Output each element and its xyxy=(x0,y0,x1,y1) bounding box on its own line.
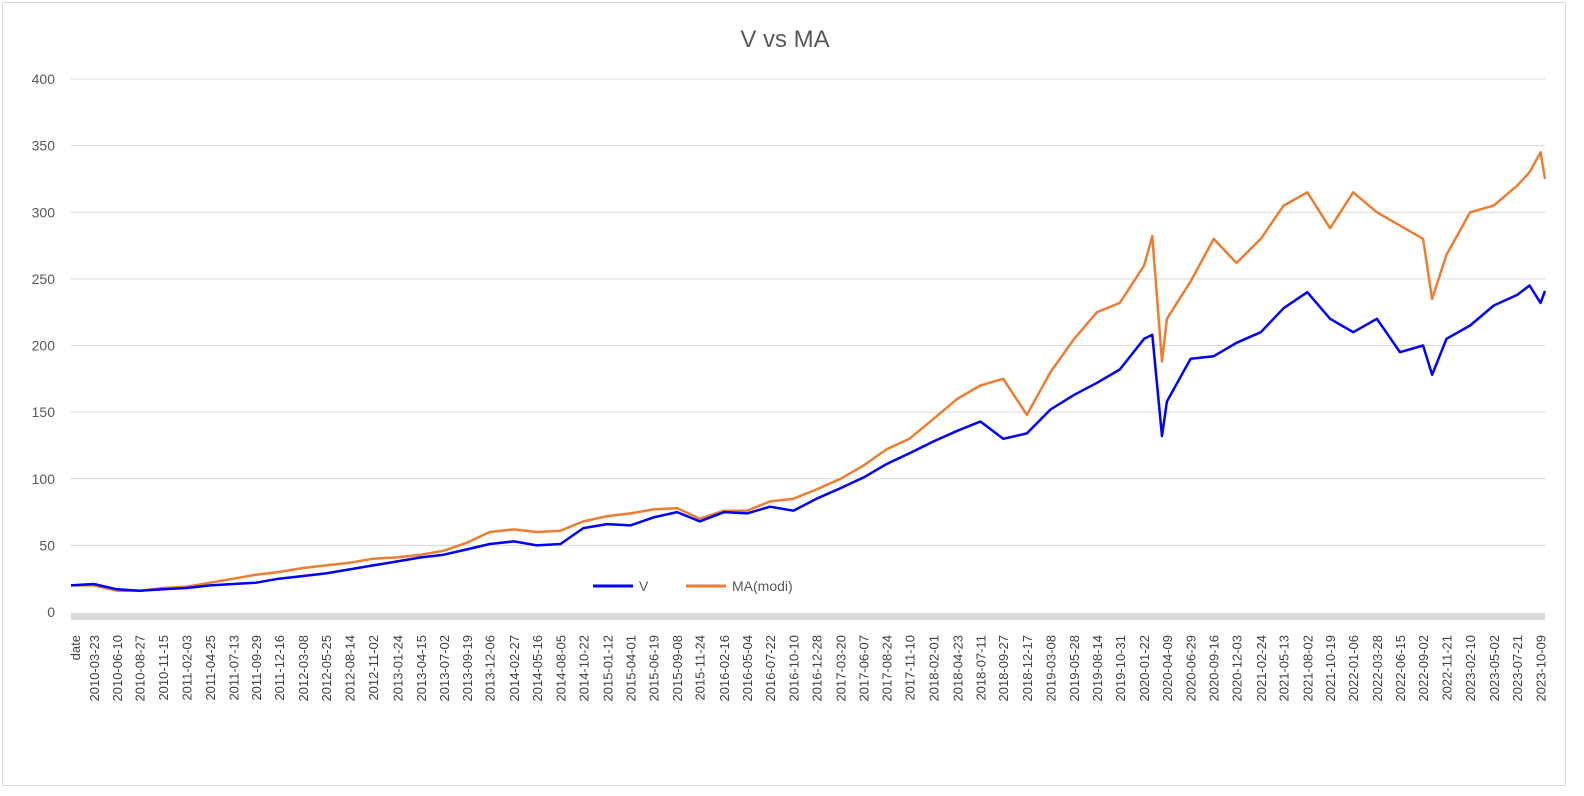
x-tick-label: 2018-07-11 xyxy=(973,635,988,701)
y-tick-label: 200 xyxy=(32,338,56,354)
x-tick-label: 2013-12-06 xyxy=(483,635,498,702)
x-tick-label: 2020-12-03 xyxy=(1230,635,1245,702)
x-tick-label: 2013-09-19 xyxy=(460,635,475,702)
x-tick-label: 2023-10-09 xyxy=(1534,635,1549,702)
x-tick-label: 2015-06-19 xyxy=(647,635,662,702)
x-tick-label: 2017-06-07 xyxy=(857,635,872,702)
legend-label: MA(modi) xyxy=(732,578,793,594)
x-tick-label: 2013-01-24 xyxy=(390,635,405,702)
x-tick-label: 2015-09-08 xyxy=(670,635,685,702)
x-tick-label: 2011-12-16 xyxy=(272,635,287,701)
x-tick-label: 2018-12-17 xyxy=(1020,635,1035,702)
x-tick-label: 2015-11-24 xyxy=(693,635,708,701)
x-tick-label: 2013-04-15 xyxy=(414,635,429,702)
x-tick-label: date xyxy=(68,635,83,660)
x-tick-label: 2010-11-15 xyxy=(156,635,171,701)
x-tick-label: 2010-06-10 xyxy=(110,635,125,702)
legend: V MA(modi) xyxy=(593,578,793,594)
x-tick-label: 2018-02-01 xyxy=(927,635,942,702)
x-tick-label: 2017-03-20 xyxy=(834,635,849,702)
y-tick-label: 350 xyxy=(32,138,56,154)
x-tick-label: 2022-11-21 xyxy=(1440,635,1455,701)
y-tick-label: 100 xyxy=(32,471,56,487)
x-tick-label: 2019-05-28 xyxy=(1067,635,1082,702)
x-tick-label: 2011-04-25 xyxy=(203,635,218,701)
series-lines xyxy=(70,151,1547,592)
x-tick-label: 2012-08-14 xyxy=(343,635,358,702)
x-tick-label: 2016-07-22 xyxy=(763,635,778,702)
x-tick-label: 2011-09-29 xyxy=(249,635,264,701)
x-tick-label: 2019-10-31 xyxy=(1113,635,1128,702)
x-tick-label: 2020-09-16 xyxy=(1207,635,1222,702)
x-tick-label: 2022-06-15 xyxy=(1393,635,1408,702)
x-tick-label: 2016-12-28 xyxy=(810,635,825,702)
x-tick-label: 2017-11-10 xyxy=(902,635,917,701)
x-tick-label: 2021-02-24 xyxy=(1254,635,1269,702)
x-tick-label: 2020-06-29 xyxy=(1184,635,1199,702)
x-tick-label: 2011-02-03 xyxy=(180,635,195,701)
gridlines xyxy=(71,78,1545,620)
y-tick-label: 0 xyxy=(47,604,55,620)
x-tick-label: 2023-02-10 xyxy=(1463,635,1478,702)
x-tick-label: 2012-03-08 xyxy=(296,635,311,702)
x-tick-label: 2019-08-14 xyxy=(1090,635,1105,702)
x-tick-label: 2016-05-04 xyxy=(740,635,755,702)
x-tick-label: 2023-05-02 xyxy=(1487,635,1502,702)
y-tick-label: 400 xyxy=(32,71,56,87)
x-axis-baseline xyxy=(71,613,1545,620)
x-tick-label: 2014-05-16 xyxy=(530,635,545,702)
x-tick-label: 2022-01-06 xyxy=(1346,635,1361,702)
x-tick-label: 2020-01-22 xyxy=(1137,635,1152,702)
x-tick-label: 2010-03-23 xyxy=(87,635,102,702)
x-tick-label: 2018-04-23 xyxy=(950,635,965,702)
x-tick-label: 2016-10-10 xyxy=(787,635,802,702)
x-tick-label: 2011-07-13 xyxy=(226,635,241,701)
x-tick-label: 2012-05-25 xyxy=(319,635,334,702)
y-tick-label: 150 xyxy=(32,404,56,420)
x-tick-label: 2015-01-12 xyxy=(600,635,615,702)
x-tick-label: 2023-07-21 xyxy=(1510,635,1525,702)
x-tick-label: 2013-07-02 xyxy=(437,635,452,702)
y-tick-label: 50 xyxy=(39,537,55,553)
x-tick-label: 2021-10-19 xyxy=(1323,635,1338,702)
chart-title: V vs MA xyxy=(740,26,829,53)
x-tick-label: 2017-08-24 xyxy=(880,635,895,702)
y-tick-label: 300 xyxy=(32,204,56,220)
x-tick-label: 2018-09-27 xyxy=(996,635,1011,702)
x-tick-label: 2014-08-05 xyxy=(554,635,569,702)
x-tick-label: 2021-05-13 xyxy=(1277,635,1292,702)
y-tick-label: 250 xyxy=(32,271,56,287)
series-line-ma-modi- xyxy=(71,151,1547,592)
x-tick-label: 2010-08-27 xyxy=(133,635,148,702)
x-tick-label: 2022-09-02 xyxy=(1416,635,1431,702)
x-tick-label: 2016-02-16 xyxy=(717,635,732,702)
chart-canvas: V vs MA 0 50 100 150 200 250 300 350 400 date 201… xyxy=(32,26,1549,702)
x-tick-label: 2019-03-08 xyxy=(1044,635,1059,702)
x-tick-label: 2014-02-27 xyxy=(507,635,522,702)
y-axis: 0 50 100 150 200 250 300 350 400 xyxy=(32,71,56,620)
chart-frame: V vs MA 0 50 100 150 200 250 300 350 400 date 201… xyxy=(2,2,1566,786)
legend-label: V xyxy=(639,578,649,594)
x-tick-label: 2020-04-09 xyxy=(1160,635,1175,702)
series-line-v xyxy=(70,284,1547,592)
x-tick-label: 2014-10-22 xyxy=(576,635,591,702)
x-tick-label: 2012-11-02 xyxy=(366,635,381,701)
x-tick-label: 2015-04-01 xyxy=(623,635,638,702)
x-tick-label: 2022-03-28 xyxy=(1370,635,1385,702)
x-axis: date 2010-03-23 2010-06-10 2010-08-27 2010-1… xyxy=(68,635,1549,702)
x-tick-label: 2021-08-02 xyxy=(1300,635,1315,702)
